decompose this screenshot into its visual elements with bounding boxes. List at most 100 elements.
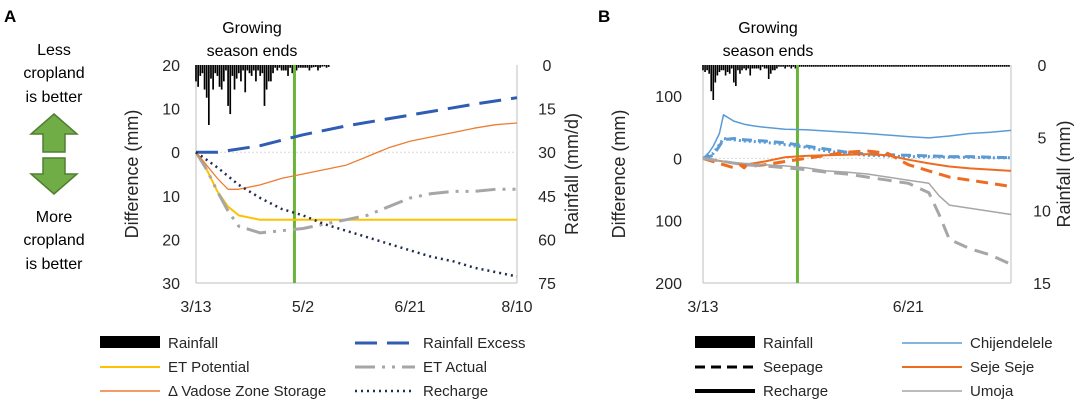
- rainfall-bar: [297, 65, 300, 68]
- rainfall-bar: [981, 65, 984, 67]
- legend-label: Δ Vadose Zone Storage: [168, 383, 326, 400]
- rainfall-bar: [280, 65, 283, 71]
- series-line: [702, 153, 1012, 172]
- rainfall-bar: [790, 65, 793, 69]
- rainfall-bar: [878, 65, 881, 67]
- rainfall-bar: [909, 65, 912, 67]
- rainfall-bar: [1008, 65, 1010, 67]
- rainfall-bar: [255, 65, 257, 82]
- annotation-line-1: Growing: [738, 20, 798, 37]
- rainfall-bar: [722, 65, 725, 71]
- rainfall-bar: [934, 65, 936, 67]
- rainfall-bar: [310, 65, 313, 68]
- less-cropland-line-1: Less: [37, 42, 71, 59]
- rainfall-bar: [960, 65, 963, 67]
- rainfall-bar: [932, 65, 934, 67]
- rainfall-bar: [282, 65, 285, 71]
- rainfall-bar: [306, 65, 309, 68]
- rainfall-bar: [778, 65, 780, 67]
- rainfall-bar: [886, 65, 889, 67]
- rainfall-bar: [714, 65, 717, 83]
- panel-b-letter: B: [598, 7, 610, 26]
- rainfall-bar: [285, 65, 287, 71]
- rainfall-bar: [847, 65, 850, 67]
- rainfall-bar: [804, 65, 807, 67]
- legend-label: Seje Seje: [970, 359, 1034, 376]
- rainfall-bar: [246, 65, 249, 71]
- rainfall-bar: [321, 65, 324, 67]
- y2-tick-label: 5: [1038, 131, 1047, 148]
- rainfall-bar: [813, 65, 815, 67]
- rainfall-bar: [317, 65, 319, 71]
- rainfall-bar: [985, 65, 988, 67]
- series-line: [702, 114, 1012, 159]
- rainfall-bar: [724, 65, 727, 76]
- rainfall-bar: [741, 65, 743, 71]
- rainfall-bar: [856, 65, 858, 67]
- rainfall-bar: [997, 65, 1000, 67]
- legend-label: ET Actual: [423, 359, 487, 376]
- more-cropland-line-3: is better: [26, 256, 84, 273]
- rainfall-bar: [815, 65, 817, 67]
- legend-swatch-bar: [100, 336, 160, 348]
- rainfall-bar: [774, 65, 776, 71]
- rainfall-bar: [270, 65, 272, 82]
- rainfall-bar: [314, 65, 317, 67]
- rainfall-bar: [227, 65, 229, 106]
- rainfall-bar: [708, 65, 710, 74]
- rainfall-bar: [323, 65, 326, 67]
- rainfall-bar: [817, 65, 819, 67]
- rainfall-bar: [259, 65, 262, 76]
- rainfall-bar: [808, 65, 811, 67]
- x-tick-label: 6/21: [394, 299, 425, 316]
- legend-label: Rainfall Excess: [423, 335, 526, 352]
- rainfall-bar: [919, 65, 922, 67]
- legend-panel-b: Rainfall Chijendelele Seepage Seje Seje Rech…: [695, 335, 1053, 400]
- y-tick-label: 0: [171, 145, 180, 162]
- rainfall-bar: [767, 65, 770, 79]
- rainfall-bar: [726, 65, 729, 72]
- rainfall-bar: [195, 65, 197, 82]
- rainfall-bar: [739, 65, 741, 74]
- rainfall-bar: [203, 65, 206, 90]
- rainfall-bar: [907, 65, 910, 67]
- rainfall-bar: [874, 65, 877, 67]
- rainfall-bar: [940, 65, 943, 67]
- rainfall-bar: [274, 65, 277, 68]
- rainfall-bar: [784, 65, 786, 69]
- panel-a-letter: A: [4, 7, 16, 26]
- y-tick-label: 20: [162, 232, 180, 249]
- annotation-line-1: Growing: [222, 20, 282, 37]
- rainfall-bar: [899, 65, 901, 67]
- rainfall-bar: [882, 65, 885, 67]
- rainfall-bar: [999, 65, 1002, 67]
- rainfall-bar: [969, 65, 971, 67]
- rainfall-bar: [936, 65, 938, 67]
- rainfall-bar: [944, 65, 947, 67]
- rainfall-bar: [267, 65, 270, 82]
- legend-label: Seepage: [763, 359, 823, 376]
- rainfall-bar: [771, 65, 774, 71]
- rainfall-bar: [252, 65, 255, 71]
- rainfall-bar: [214, 65, 217, 74]
- rainfall-bar: [327, 65, 330, 67]
- chart-panel-b: 100 0 100 200 0 5 10 15 3/13 6/21 Difference (mm) R…: [609, 20, 1074, 316]
- rainfall-bar: [231, 65, 234, 76]
- rainfall-bar: [769, 65, 772, 74]
- legend-label: Recharge: [763, 383, 828, 400]
- rainfall-bar: [207, 65, 210, 125]
- rainfall-bar: [967, 65, 969, 67]
- rainfall-bar: [827, 65, 830, 67]
- rainfall-bar: [829, 65, 832, 67]
- rainfall-bar: [952, 65, 955, 67]
- y-tick-label: 30: [162, 276, 180, 293]
- rainfall-bar: [732, 65, 735, 83]
- y-tick-label: 200: [655, 276, 682, 293]
- series-line: [195, 151, 517, 221]
- rainfall-bar: [897, 65, 899, 67]
- rainfall-bar: [263, 65, 266, 106]
- rainfall-bar: [802, 65, 805, 67]
- rainfall-bar: [325, 65, 328, 68]
- rainfall-bar: [979, 65, 982, 67]
- rainfall-bar: [261, 65, 264, 74]
